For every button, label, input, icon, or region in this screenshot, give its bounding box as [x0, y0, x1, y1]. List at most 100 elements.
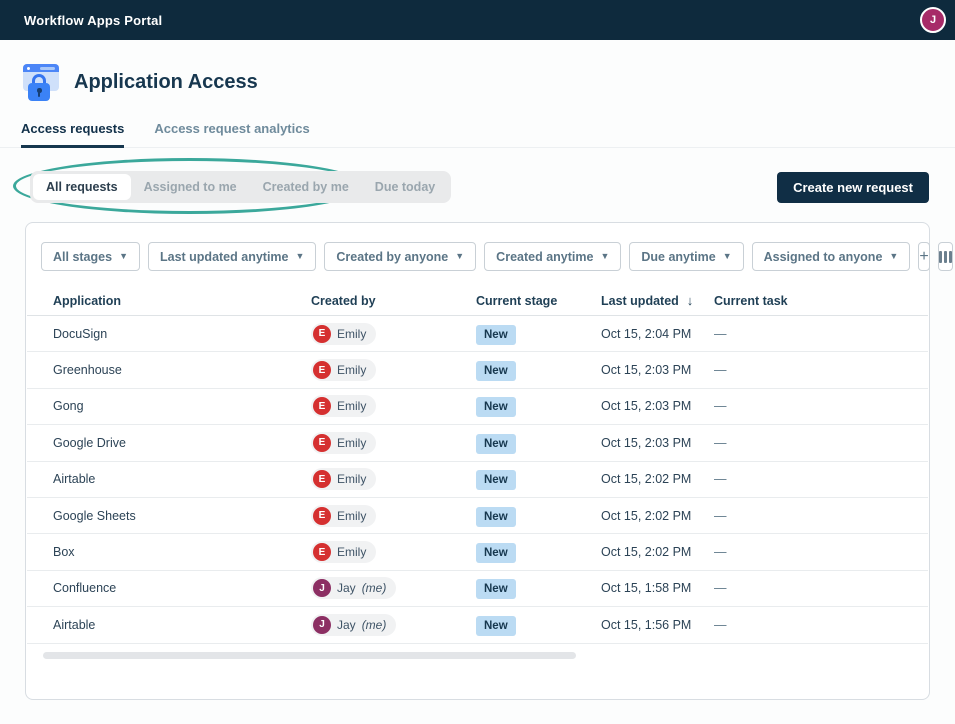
plus-icon: +: [919, 247, 929, 265]
creator-name: Emily: [337, 435, 367, 450]
portal-title: Workflow Apps Portal: [24, 12, 163, 28]
browser-lock-icon: [21, 61, 61, 103]
created-by-cell: E Emily: [311, 468, 476, 491]
stage-cell: New: [476, 397, 601, 418]
creator-pill: E Emily: [311, 359, 377, 382]
creator-pill: E Emily: [311, 541, 377, 564]
table-row[interactable]: Airtable E Emily New Oct 15, 2:02 PM —: [27, 461, 928, 498]
creator-name: Emily: [337, 472, 367, 487]
stage-badge: New: [476, 543, 516, 564]
table-row[interactable]: Gong E Emily New Oct 15, 2:03 PM —: [27, 388, 928, 426]
current-task-cell: —: [714, 326, 727, 341]
application-cell: Airtable: [53, 617, 96, 632]
filter-dropdown[interactable]: All stages ▼: [41, 242, 140, 271]
stage-cell: New: [476, 506, 601, 527]
filter-dropdown-label: Due anytime: [641, 249, 716, 264]
last-updated-cell: Oct 15, 1:58 PM: [601, 581, 692, 596]
creator-pill: J Jay (me): [311, 577, 397, 600]
filter-dropdown[interactable]: Created by anyone ▼: [324, 242, 477, 271]
create-new-request-button[interactable]: Create new request: [777, 172, 929, 203]
table-row[interactable]: Google Drive E Emily New Oct 15, 2:03 PM…: [27, 425, 928, 462]
table-row[interactable]: Confluence J Jay (me) New Oct 15, 1:58 P…: [27, 570, 928, 608]
creator-name: Emily: [337, 545, 367, 560]
filter-segment[interactable]: Assigned to me: [143, 180, 237, 194]
filter-dropdown-label: Created by anyone: [336, 249, 449, 264]
last-updated-cell: Oct 15, 2:04 PM: [601, 326, 692, 341]
filter-dropdown[interactable]: Assigned to anyone ▼: [751, 242, 911, 271]
table-row[interactable]: Greenhouse E Emily New Oct 15, 2:03 PM —: [27, 352, 928, 389]
application-cell: Box: [53, 545, 75, 560]
stage-cell: New: [476, 543, 601, 564]
stage-badge: New: [476, 615, 516, 636]
current-task-cell: —: [714, 399, 727, 414]
creator-pill: J Jay (me): [311, 613, 397, 636]
table-row[interactable]: Airtable J Jay (me) New Oct 15, 1:56 PM …: [27, 607, 928, 644]
application-cell: Google Drive: [53, 435, 126, 450]
chevron-down-icon: ▼: [295, 251, 305, 261]
creator-avatar: E: [313, 324, 331, 343]
column-header-current-stage[interactable]: Current stage: [476, 293, 558, 308]
created-by-cell: E Emily: [311, 359, 476, 382]
filter-dropdown-label: Created anytime: [496, 249, 594, 264]
chevron-down-icon: ▼: [600, 251, 610, 261]
creator-avatar: E: [313, 470, 331, 489]
sort-desc-icon[interactable]: ↓: [686, 293, 694, 308]
application-cell: Greenhouse: [53, 363, 122, 378]
creator-name: Emily: [337, 363, 367, 378]
add-filter-button[interactable]: +: [918, 242, 930, 271]
current-task-cell: —: [714, 363, 727, 378]
tab-bar: Access requests Access request analytics: [0, 121, 955, 148]
horizontal-scrollbar[interactable]: [43, 652, 576, 659]
filter-dropdown-label: Last updated anytime: [159, 249, 289, 264]
filter-segment[interactable]: Created by me: [262, 180, 349, 194]
last-updated-cell: Oct 15, 2:02 PM: [601, 508, 692, 523]
filter-dropdown-label: Assigned to anyone: [763, 249, 883, 264]
creator-name: Emily: [337, 399, 367, 414]
requests-card: All stages ▼ Last updated anytime ▼ Crea…: [25, 222, 953, 700]
table-row[interactable]: Box E Emily New Oct 15, 2:02 PM —: [27, 534, 928, 571]
filter-dropdown[interactable]: Created anytime ▼: [484, 242, 622, 271]
stage-badge: New: [476, 433, 516, 454]
tab[interactable]: Access request analytics: [154, 121, 310, 136]
created-by-cell: J Jay (me): [311, 613, 476, 636]
tab[interactable]: Access requests: [21, 121, 125, 148]
creator-pill: E Emily: [311, 395, 377, 418]
current-task-cell: —: [714, 472, 727, 487]
chevron-down-icon: ▼: [119, 251, 128, 261]
creator-avatar: E: [313, 506, 331, 525]
table-body: DocuSign E Emily New Oct 15, 2:04 PM — G…: [27, 316, 928, 644]
creator-pill: E Emily: [311, 504, 377, 527]
column-settings-button[interactable]: [937, 242, 953, 271]
column-header-current-task[interactable]: Current task: [714, 293, 788, 308]
creator-avatar: E: [313, 543, 331, 562]
column-header-created-by[interactable]: Created by: [311, 293, 376, 308]
column-header-last-updated[interactable]: Last updated ↓: [601, 293, 694, 308]
table-row[interactable]: DocuSign E Emily New Oct 15, 2:04 PM —: [27, 316, 928, 353]
chevron-down-icon: ▼: [722, 251, 732, 261]
filter-dropdown[interactable]: Last updated anytime ▼: [147, 242, 317, 271]
stage-cell: New: [476, 324, 601, 345]
stage-badge: New: [476, 361, 516, 382]
columns-icon: [938, 250, 952, 263]
creator-avatar: E: [313, 361, 331, 380]
stage-cell: New: [476, 361, 601, 382]
creator-pill: E Emily: [311, 468, 377, 491]
filter-segment[interactable]: Due today: [374, 180, 436, 194]
created-by-cell: E Emily: [311, 504, 476, 527]
creator-avatar: J: [313, 579, 331, 598]
table-row[interactable]: Google Sheets E Emily New Oct 15, 2:02 P…: [27, 497, 928, 535]
current-task-cell: —: [714, 617, 727, 632]
creator-pill: E Emily: [311, 431, 377, 454]
filter-segment[interactable]: All requests: [33, 174, 131, 200]
user-avatar[interactable]: J: [920, 7, 946, 33]
application-cell: Confluence: [53, 581, 117, 596]
stage-badge: New: [476, 324, 516, 345]
last-updated-cell: Oct 15, 2:03 PM: [601, 399, 692, 414]
lock-icon: [28, 74, 50, 101]
filter-dropdown[interactable]: Due anytime ▼: [629, 242, 744, 271]
creator-name: Emily: [337, 326, 367, 341]
filter-dropdown-label: All stages: [53, 249, 113, 264]
creator-name: Jay: [337, 581, 356, 596]
column-header-application[interactable]: Application: [53, 293, 122, 308]
creator-name: Emily: [337, 508, 367, 523]
